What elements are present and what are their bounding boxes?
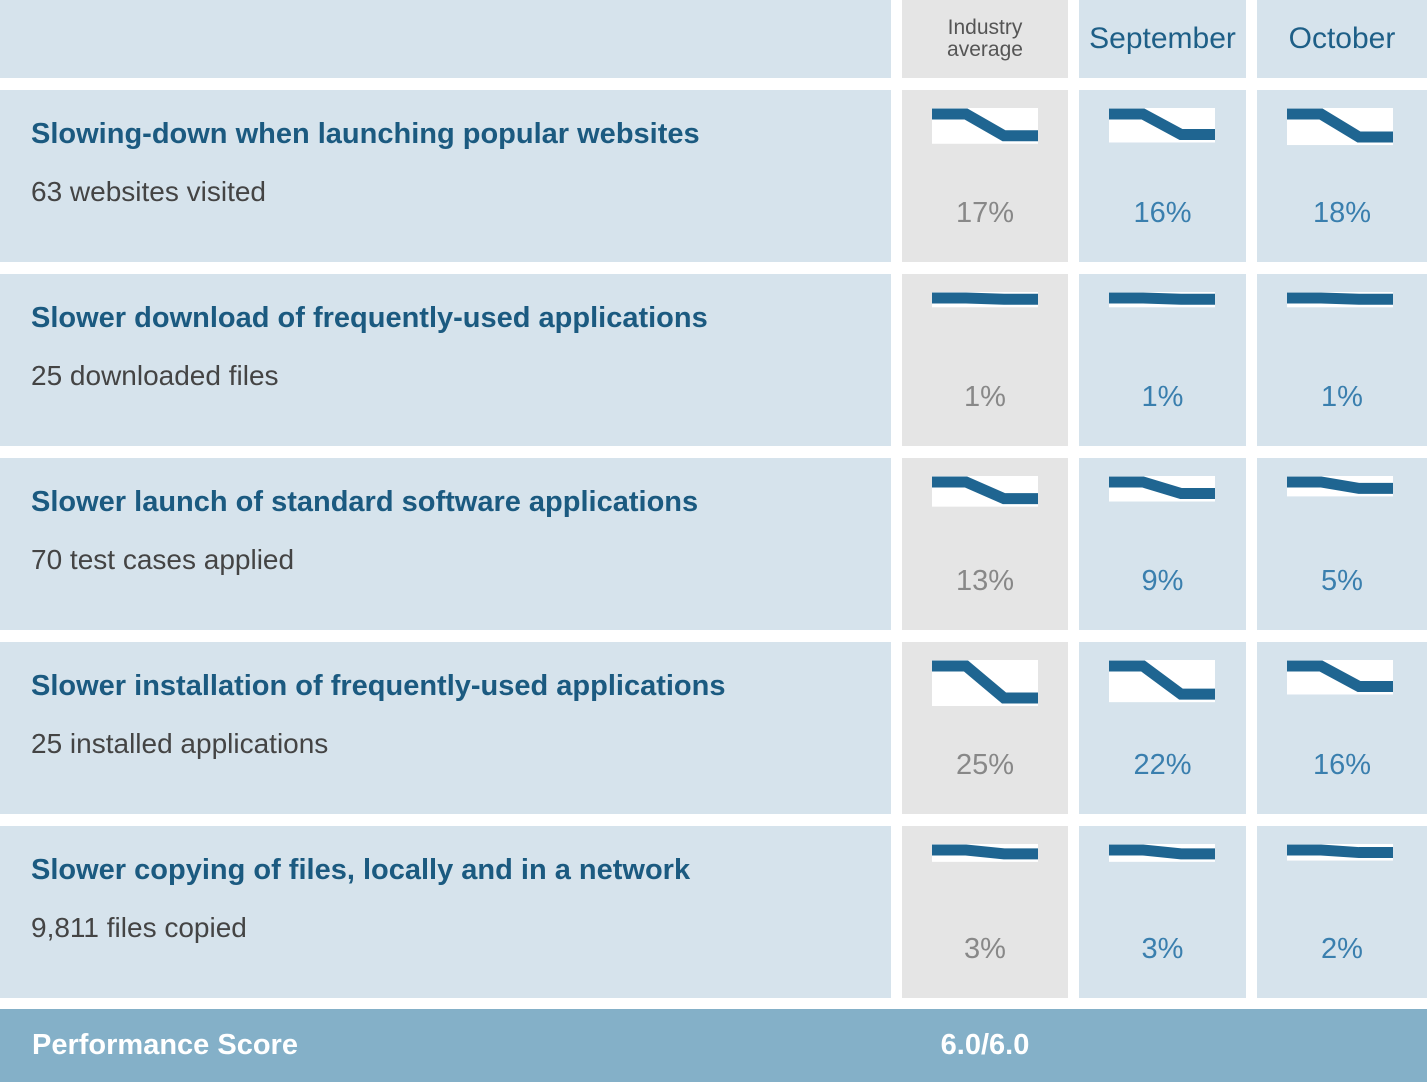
slowdown-sparkline xyxy=(932,844,1038,862)
sparkline-line xyxy=(1287,476,1393,494)
sparkline-line xyxy=(1109,660,1215,700)
industry-header-line1: Industry xyxy=(947,16,1023,39)
row-label-cell: Slower installation of frequently-used a… xyxy=(0,642,891,814)
sparkline-line xyxy=(1109,292,1215,305)
sparkline-line xyxy=(932,476,1038,505)
row-label-cell: Slowing-down when launching popular webs… xyxy=(0,90,891,262)
value-cell-industry-average: 1% xyxy=(902,274,1068,446)
sparkline-line xyxy=(1109,476,1215,500)
sparkline-line xyxy=(1287,660,1393,692)
row-label-cell: Slower launch of standard software appli… xyxy=(0,458,891,630)
row-title: Slower download of frequently-used appli… xyxy=(31,302,708,334)
row-label-cell: Slower download of frequently-used appli… xyxy=(0,274,891,446)
percentage-value: 1% xyxy=(1321,381,1363,413)
slowdown-sparkline xyxy=(1287,476,1393,497)
october-label: October xyxy=(1288,22,1396,55)
value-cell-october: 18% xyxy=(1257,90,1427,262)
value-cell-september: 22% xyxy=(1079,642,1246,814)
value-cell-industry-average: 13% xyxy=(902,458,1068,630)
sparkline-line xyxy=(932,292,1038,305)
performance-score-bar: Performance Score 6.0/6.0 xyxy=(0,1009,1427,1082)
slowdown-sparkline xyxy=(932,660,1038,706)
sparkline-line xyxy=(1287,108,1393,143)
header-row-label-cell xyxy=(0,0,891,78)
percentage-value: 13% xyxy=(955,565,1015,597)
sparkline-line xyxy=(1109,844,1215,860)
september-label: September xyxy=(1089,22,1236,55)
percentage-value: 16% xyxy=(1133,197,1192,229)
value-cell-industry-average: 17% xyxy=(902,90,1068,262)
performance-score-label: Performance Score xyxy=(32,1029,298,1061)
value-cell-october: 16% xyxy=(1257,642,1427,814)
row-subtitle: 9,811 files copied xyxy=(31,912,247,943)
row-subtitle: 25 installed applications xyxy=(31,728,329,759)
percentage-value: 2% xyxy=(1321,933,1363,965)
percentage-value: 3% xyxy=(964,933,1006,965)
slowdown-sparkline xyxy=(1109,844,1215,862)
value-cell-september: 3% xyxy=(1079,826,1246,998)
slowdown-sparkline xyxy=(1109,660,1215,703)
percentage-value: 22% xyxy=(1133,749,1192,781)
slowdown-sparkline xyxy=(932,476,1038,507)
percentage-value: 25% xyxy=(955,749,1015,781)
value-cell-october: 2% xyxy=(1257,826,1427,998)
percentage-value: 5% xyxy=(1321,565,1363,597)
value-cell-september: 1% xyxy=(1079,274,1246,446)
sparkline-line xyxy=(1287,844,1393,859)
value-cell-october: 5% xyxy=(1257,458,1427,630)
industry-header-line2: average xyxy=(947,38,1023,61)
percentage-value: 17% xyxy=(955,197,1015,229)
slowdown-sparkline xyxy=(932,108,1038,144)
slowdown-sparkline xyxy=(1109,292,1215,308)
sparkline-line xyxy=(932,844,1038,860)
row-subtitle: 63 websites visited xyxy=(31,176,267,207)
slowdown-sparkline xyxy=(932,292,1038,308)
value-cell-september: 9% xyxy=(1079,458,1246,630)
percentage-value: 18% xyxy=(1312,197,1372,229)
column-header-october: October xyxy=(1257,0,1427,78)
percentage-value: 3% xyxy=(1141,933,1184,965)
sparkline-line xyxy=(932,660,1038,704)
slowdown-sparkline xyxy=(1287,844,1393,861)
slowdown-sparkline xyxy=(1287,660,1393,695)
row-subtitle: 25 downloaded files xyxy=(31,360,279,391)
value-cell-industry-average: 3% xyxy=(902,826,1068,998)
percentage-value: 1% xyxy=(1141,381,1184,413)
sparkline-line xyxy=(932,108,1038,142)
slowdown-sparkline xyxy=(1287,108,1393,146)
slowdown-sparkline xyxy=(1109,108,1215,143)
row-title: Slowing-down when launching popular webs… xyxy=(31,118,700,150)
column-header-september: September xyxy=(1079,0,1246,78)
row-subtitle: 70 test cases applied xyxy=(31,544,295,575)
percentage-value: 1% xyxy=(964,381,1006,413)
row-title: Slower launch of standard software appli… xyxy=(31,486,699,518)
value-cell-september: 16% xyxy=(1079,90,1246,262)
row-title: Slower installation of frequently-used a… xyxy=(31,670,726,702)
sparkline-line xyxy=(1287,292,1393,305)
percentage-value: 9% xyxy=(1141,565,1184,597)
row-title: Slower copying of files, locally and in … xyxy=(31,854,691,886)
row-label-cell: Slower copying of files, locally and in … xyxy=(0,826,891,998)
performance-score-value: 6.0/6.0 xyxy=(940,1029,1030,1061)
slowdown-sparkline xyxy=(1287,292,1393,308)
percentage-value: 16% xyxy=(1312,749,1372,781)
value-cell-industry-average: 25% xyxy=(902,642,1068,814)
column-header-industry-average: Industry average xyxy=(902,0,1068,78)
sparkline-line xyxy=(1109,108,1215,140)
value-cell-october: 1% xyxy=(1257,274,1427,446)
slowdown-sparkline xyxy=(1109,476,1215,502)
